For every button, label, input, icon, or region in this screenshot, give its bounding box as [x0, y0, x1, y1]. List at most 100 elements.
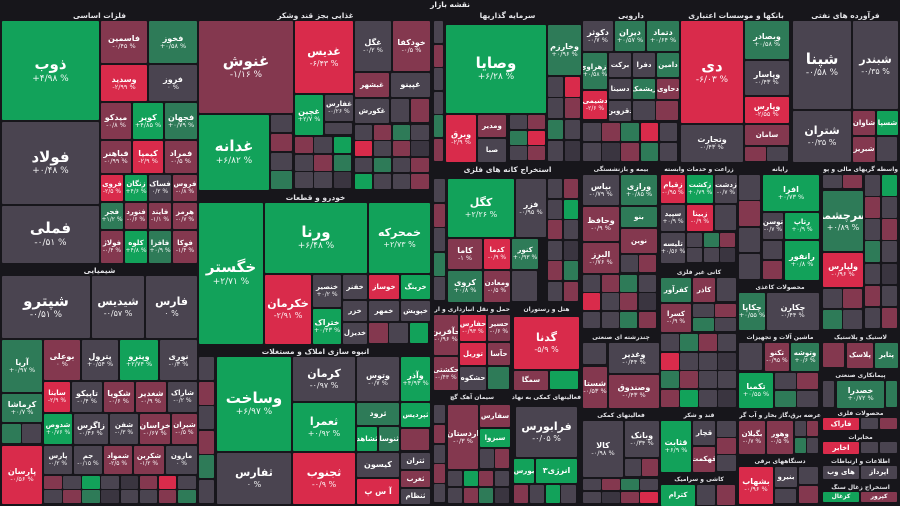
stock-tile-small[interactable]	[797, 373, 818, 389]
stock-tile[interactable]: حسیر -۰/۶ %	[488, 315, 510, 341]
stock-tile-small[interactable]	[369, 323, 388, 343]
stock-tile-small[interactable]	[373, 173, 391, 189]
stock-tile-small[interactable]	[881, 263, 897, 285]
stock-tile[interactable]: البرز -۰/۷۶ %	[583, 243, 619, 273]
stock-tile-small[interactable]	[271, 133, 292, 151]
stock-tile[interactable]: بوعلی ۰ %	[44, 340, 80, 380]
stock-tile-small[interactable]	[434, 277, 445, 301]
stock-tile-small[interactable]	[548, 220, 562, 239]
stock-tile[interactable]: دتماد +۰/۶۴ %	[647, 21, 679, 51]
stock-tile[interactable]: ثتران	[401, 453, 430, 469]
stock-tile-small[interactable]	[583, 123, 601, 141]
stock-tile[interactable]: غبشهر	[355, 73, 389, 97]
stock-tile-small[interactable]	[563, 261, 578, 280]
stock-tile[interactable]: چکاپا +۰/۵۵ %	[739, 293, 765, 330]
stock-tile[interactable]: کرمان -۰/۹۷ %	[293, 357, 355, 401]
stock-tile-small[interactable]	[564, 140, 580, 161]
stock-tile-small[interactable]	[697, 485, 715, 505]
stock-tile-small[interactable]	[528, 130, 545, 145]
stock-tile-small[interactable]	[82, 490, 100, 503]
stock-tile[interactable]: غدیس -۶/۴۳ %	[295, 21, 353, 93]
stock-tile[interactable]: کترام	[661, 485, 695, 506]
stock-tile[interactable]: فایند -۱/۱ %	[149, 203, 171, 229]
stock-tile-small[interactable]	[881, 285, 897, 307]
stock-tile[interactable]: شپترو -۰/۵۱ %	[2, 276, 90, 338]
stock-tile[interactable]: دشیمی -۲/۶ %	[583, 91, 607, 119]
stock-tile-small[interactable]	[564, 119, 580, 140]
stock-tile[interactable]: شسپا	[877, 111, 898, 135]
stock-tile[interactable]: وساخت +۶/۹۷ %	[217, 357, 291, 451]
stock-tile-small[interactable]	[703, 233, 719, 247]
stock-tile[interactable]: دیران +۰/۵۷ %	[615, 21, 645, 51]
stock-tile[interactable]: ختراک +۰/۴۳ %	[313, 309, 341, 344]
stock-tile[interactable]: خپویش	[401, 301, 430, 321]
stock-tile-small[interactable]	[680, 352, 698, 370]
stock-tile-small[interactable]	[879, 442, 897, 453]
stock-tile-small[interactable]	[797, 390, 818, 407]
stock-tile[interactable]: غنوش -۱/۱۶ %	[199, 21, 293, 113]
stock-tile-small[interactable]	[373, 157, 391, 173]
stock-tile[interactable]: آریا +۰/۹۷ %	[2, 340, 42, 392]
stock-tile[interactable]: رتاپ +۰/۹ %	[785, 213, 819, 239]
stock-tile-small[interactable]	[843, 175, 862, 188]
stock-tile-small[interactable]	[715, 205, 736, 230]
stock-tile[interactable]: برکت	[609, 53, 631, 77]
stock-tile[interactable]: فزر -۰/۹۵ %	[516, 179, 546, 237]
stock-tile-small[interactable]	[881, 219, 897, 240]
stock-tile-small[interactable]	[550, 371, 578, 389]
stock-tile[interactable]: رانفور +۰/۸ %	[785, 241, 819, 280]
stock-tile[interactable]: کرماشا +۰/۷ %	[2, 394, 42, 422]
stock-tile[interactable]: سمگا	[514, 371, 548, 390]
stock-tile-small[interactable]	[563, 281, 578, 301]
stock-tile-small[interactable]	[494, 487, 509, 503]
stock-tile-small[interactable]	[355, 141, 373, 156]
stock-tile[interactable]: تاپیکو -۰/۴ %	[72, 382, 102, 412]
stock-tile[interactable]: وبرق -۲/۹ %	[446, 115, 476, 162]
stock-tile[interactable]: ورنا +۶/۴۸ %	[265, 203, 367, 273]
stock-tile-small[interactable]	[373, 125, 391, 140]
stock-tile-small[interactable]	[621, 142, 640, 161]
stock-tile[interactable]: خزر	[343, 301, 367, 321]
stock-tile[interactable]: حآسا	[488, 343, 510, 365]
stock-tile[interactable]: وخارزم +۰/۹۶ %	[548, 25, 581, 75]
stock-tile[interactable]: شیران -۰/۵ %	[172, 414, 197, 444]
stock-tile[interactable]: فروس -۰/۸ %	[173, 175, 197, 201]
stock-tile[interactable]: دی -۶/۰۳ %	[681, 21, 743, 123]
stock-tile[interactable]: دامین	[657, 53, 679, 77]
stock-tile-small[interactable]	[583, 479, 601, 490]
stock-tile[interactable]: کالا -۰/۹۸ %	[583, 421, 623, 477]
stock-tile[interactable]: کلوه +۴/۸ %	[125, 231, 147, 263]
stock-tile-small[interactable]	[699, 389, 717, 407]
stock-tile[interactable]: بشهاب -۰/۹۶ %	[739, 467, 773, 504]
stock-tile[interactable]: ثغرب	[401, 471, 430, 487]
stock-tile-small[interactable]	[861, 442, 878, 453]
stock-tile-small[interactable]	[621, 123, 640, 141]
stock-tile[interactable]: توریل	[460, 343, 486, 365]
stock-tile[interactable]: تکنو -۰/۹۵ %	[765, 343, 789, 371]
stock-tile-small[interactable]	[409, 323, 429, 343]
stock-tile[interactable]: ثرود	[357, 403, 399, 425]
stock-tile[interactable]: وبانک -۰/۳۴ %	[625, 421, 659, 457]
stock-tile[interactable]: وپاسار -۰/۴۳ %	[745, 61, 789, 95]
stock-tile[interactable]: ثجنوب -۰/۹ %	[293, 453, 355, 504]
stock-tile[interactable]: تکمبا +۰/۵۵ %	[739, 373, 773, 408]
stock-tile-small[interactable]	[638, 293, 656, 311]
stock-tile-small[interactable]	[881, 307, 897, 329]
stock-tile-small[interactable]	[434, 252, 445, 276]
stock-tile-small[interactable]	[739, 343, 762, 370]
stock-tile-small[interactable]	[101, 476, 119, 489]
stock-tile-small[interactable]	[563, 199, 578, 219]
stock-tile-small[interactable]	[823, 343, 844, 367]
stock-tile[interactable]: کدما -۰/۹ %	[484, 239, 510, 269]
stock-tile-small[interactable]	[314, 172, 333, 189]
stock-tile-small[interactable]	[659, 142, 678, 161]
stock-tile[interactable]: پارسان -۰/۵۶ %	[2, 446, 42, 504]
stock-tile[interactable]: فخوز +۰/۵۸ %	[149, 21, 197, 63]
stock-tile-small[interactable]	[139, 490, 158, 503]
stock-tile[interactable]: زدشت -۰/۷ %	[715, 175, 737, 203]
stock-tile-small[interactable]	[775, 390, 796, 407]
stock-tile-small[interactable]	[199, 381, 214, 405]
stock-tile[interactable]: ورازی +۰/۸۵ %	[621, 175, 657, 205]
stock-tile[interactable]: فروی -۲/۵ %	[101, 175, 123, 201]
stock-tile[interactable]: وحافظ -۰/۹ %	[583, 207, 619, 241]
